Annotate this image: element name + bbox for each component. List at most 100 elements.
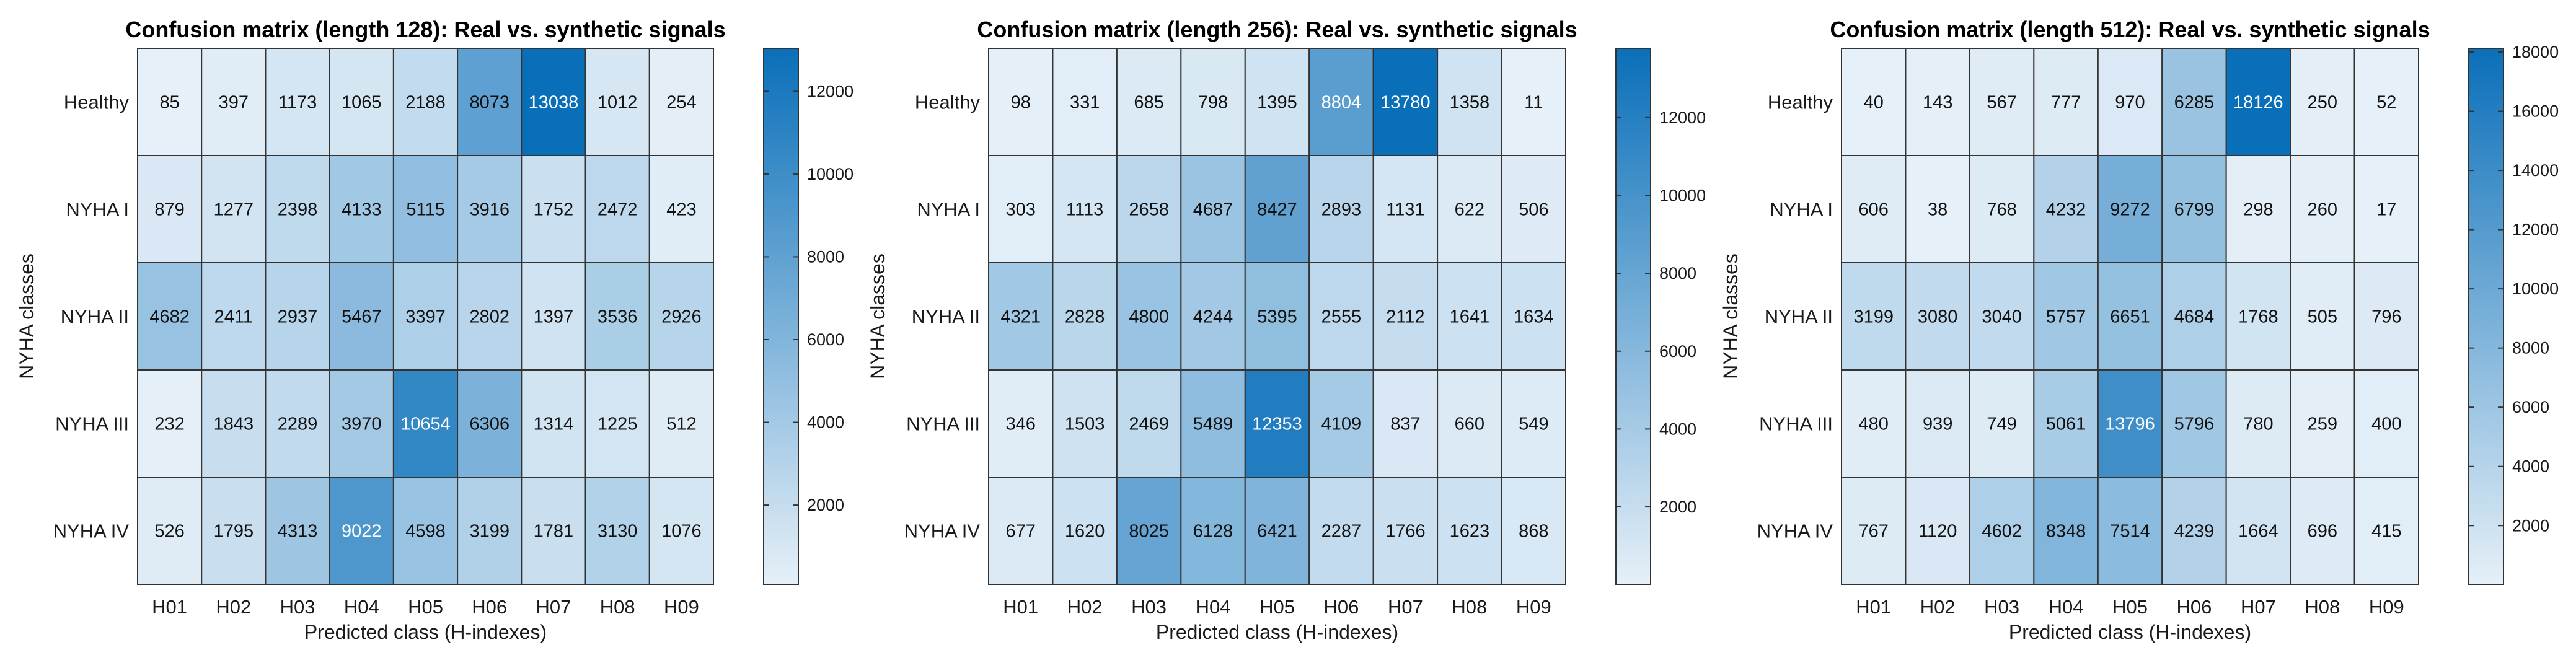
- cell-value-label: 423: [666, 200, 696, 220]
- heatmap-cell: [329, 262, 394, 371]
- row-tick-label: NYHA II: [912, 306, 980, 328]
- cell-value-label: 1131: [1386, 200, 1424, 220]
- cell-value-label: 303: [1006, 200, 1036, 220]
- row-tick-label: NYHA III: [55, 413, 129, 435]
- heatmap-cell: [1437, 369, 1502, 478]
- heatmap-cell: [2290, 48, 2355, 156]
- cell-value-label: 3130: [598, 522, 638, 542]
- heatmap-cell: [1052, 369, 1118, 478]
- heatmap-cell: [1116, 477, 1182, 585]
- heatmap-cell: [648, 477, 715, 585]
- heatmap-cell: [2225, 155, 2291, 263]
- heatmap-cell: [1437, 477, 1502, 585]
- cell-value-label: 1277: [214, 200, 254, 220]
- cell-value-label: 1120: [1918, 522, 1957, 542]
- column-tick-label: H02: [1067, 596, 1103, 618]
- cell-value-label: 6285: [2174, 93, 2215, 113]
- cell-value-label: 837: [1390, 415, 1420, 434]
- row-tick-label: Healthy: [1768, 92, 1833, 113]
- cell-value-label: 1076: [661, 522, 702, 542]
- colorbar-tick-label: 12000: [807, 82, 854, 100]
- column-tick-label: H08: [2305, 596, 2340, 618]
- cell-value-label: 1768: [2238, 307, 2278, 327]
- colorbar-tick-label: 4000: [1659, 419, 1696, 438]
- colorbar-tick-label: 2000: [2512, 516, 2549, 535]
- heatmap-cell: [1841, 369, 1907, 478]
- cell-value-label: 480: [1859, 415, 1889, 434]
- colorbar-tick-label: 10000: [807, 165, 854, 183]
- cell-value-label: 3199: [1853, 307, 1894, 327]
- heatmap-cell: [392, 155, 459, 263]
- cell-value-label: 1620: [1065, 522, 1105, 542]
- cell-value-label: 1113: [1066, 200, 1103, 220]
- heatmap-cell: [1969, 369, 2035, 478]
- cell-value-label: 400: [2371, 415, 2401, 434]
- heatmap-cell: [1308, 48, 1374, 156]
- heatmap-cell: [1308, 155, 1374, 263]
- cell-value-label: 622: [1455, 200, 1484, 220]
- cell-value-label: 8804: [1321, 93, 1362, 113]
- cell-value-label: 6128: [1193, 522, 1233, 542]
- colorbar-tick-label: 4000: [807, 413, 844, 432]
- row-tick-label: NYHA IV: [53, 520, 130, 542]
- cell-value-label: 4602: [1982, 522, 2022, 542]
- row-tick-label: NYHA II: [1765, 306, 1833, 328]
- cell-value-label: 4687: [1193, 200, 1233, 220]
- cell-value-label: 1397: [534, 307, 574, 327]
- heatmap-cell: [1841, 262, 1907, 371]
- heatmap-cell: [265, 477, 330, 585]
- cell-value-label: 2469: [1129, 415, 1169, 434]
- cell-value-label: 3536: [598, 307, 638, 327]
- column-tick-label: H01: [152, 596, 187, 618]
- cell-value-label: 879: [154, 200, 184, 220]
- cell-value-label: 3080: [1918, 307, 1958, 327]
- cell-value-label: 5467: [342, 307, 382, 327]
- cell-value-label: 1664: [2238, 522, 2278, 542]
- cell-value-label: 2398: [278, 200, 318, 220]
- heatmap-cell: [648, 262, 715, 371]
- heatmap-cell: [1372, 262, 1439, 371]
- cell-value-label: 606: [1859, 200, 1889, 220]
- column-tick-label: H06: [1324, 596, 1359, 618]
- heatmap-cell: [1052, 262, 1118, 371]
- heatmap-cell: [988, 477, 1054, 585]
- heatmap-cell: [648, 155, 715, 263]
- heatmap-cell: [201, 262, 267, 371]
- row-tick-label: NYHA III: [906, 413, 980, 435]
- heatmap-cell: [1244, 155, 1310, 263]
- heatmap-cell: [1244, 369, 1310, 478]
- heatmap-cell: [329, 477, 394, 585]
- heatmap-cell: [2353, 262, 2420, 371]
- heatmap-cell: [2290, 477, 2355, 585]
- colorbar-tick-label: 12000: [2512, 221, 2559, 239]
- heatmap-cell: [392, 477, 459, 585]
- column-tick-label: H03: [1131, 596, 1167, 618]
- cell-value-label: 1634: [1514, 307, 1554, 327]
- cell-value-label: 12353: [1252, 415, 1302, 434]
- cell-value-label: 98: [1011, 93, 1031, 113]
- heatmap-cell: [1969, 155, 2035, 263]
- heatmap-cell: [1905, 477, 1970, 585]
- heatmap-cell: [2033, 369, 2099, 478]
- heatmap-cell: [1116, 369, 1182, 478]
- heatmap-cell: [1308, 262, 1374, 371]
- cell-value-label: 1173: [278, 93, 317, 113]
- chart-title: Confusion matrix (length 128): Real vs. …: [125, 17, 725, 42]
- heatmap-cell: [2097, 477, 2163, 585]
- column-tick-label: H05: [1259, 596, 1295, 618]
- cell-value-label: 13780: [1380, 93, 1431, 113]
- cell-value-label: 4684: [2174, 307, 2215, 327]
- cell-value-label: 2472: [598, 200, 638, 220]
- heatmap-cell: [1841, 48, 1907, 156]
- column-tick-label: H09: [2369, 596, 2404, 618]
- cell-value-label: 1395: [1257, 93, 1297, 113]
- cell-value-label: 10654: [400, 415, 451, 434]
- column-tick-label: H04: [2049, 596, 2084, 618]
- heatmap-cell: [137, 262, 203, 371]
- cell-value-label: 780: [2243, 415, 2273, 434]
- cell-value-label: 3199: [469, 522, 509, 542]
- row-tick-label: NYHA I: [66, 199, 129, 221]
- cell-value-label: 1358: [1450, 93, 1490, 113]
- column-tick-label: H04: [344, 596, 379, 618]
- colorbar-tick-label: 2000: [1659, 498, 1696, 516]
